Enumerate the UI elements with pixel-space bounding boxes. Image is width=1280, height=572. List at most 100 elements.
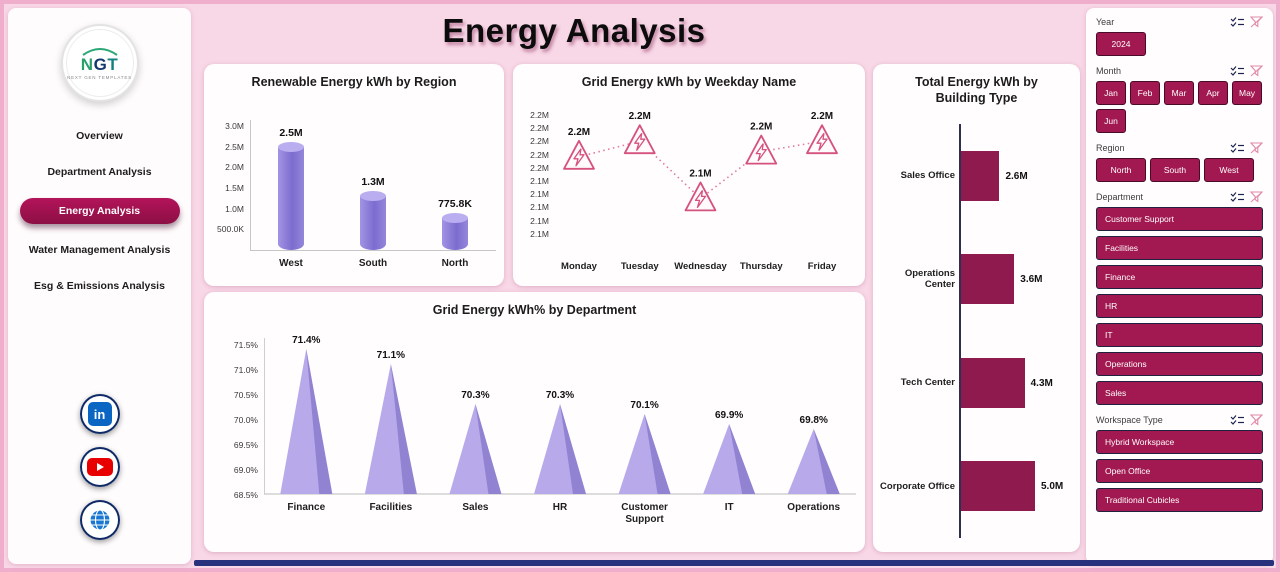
department-energy-card: Grid Energy kWh% by Department 71.5% 71.0… (204, 292, 865, 552)
x-axis-label: Monday (561, 261, 597, 272)
youtube-glyph (86, 458, 113, 476)
youtube-icon[interactable] (79, 447, 120, 487)
lightning-bolt-icon (634, 132, 646, 151)
energy-marker-icon[interactable] (806, 124, 838, 155)
clear-filter-icon[interactable] (1250, 16, 1263, 28)
bar-tech-center[interactable] (961, 357, 1025, 408)
y-axis-label: Operations Center (904, 267, 955, 291)
y-axis-tick: 2.1M (530, 176, 549, 186)
lightning-bolt-icon (816, 132, 828, 151)
sidebar-item-water-management-analysis[interactable]: Water Management Analysis (28, 244, 171, 256)
checklist-icon[interactable] (1230, 16, 1245, 28)
x-axis-label: Friday (807, 261, 837, 272)
filter-option-2024[interactable]: 2024 (1096, 32, 1146, 56)
filter-option-customer-support[interactable]: Customer Support (1096, 207, 1263, 231)
clear-filter-icon[interactable] (1250, 414, 1263, 426)
sidebar-item-esg-emissions-analysis[interactable]: Esg & Emissions Analysis (34, 280, 165, 292)
data-label: 5.0M (1041, 481, 1064, 493)
sidebar-item-overview[interactable]: Overview (76, 130, 123, 142)
lightning-bolt-icon (755, 143, 767, 162)
energy-marker-icon[interactable] (623, 124, 656, 155)
filter-option-hr[interactable]: HR (1096, 294, 1263, 318)
data-label: 69.8% (800, 415, 828, 426)
data-label: 3.6M (1020, 274, 1043, 286)
y-axis-tick: 71.5% (233, 340, 258, 350)
bottom-accent-strip (194, 560, 1274, 566)
filter-header: Year (1096, 16, 1263, 28)
chart-title-department: Grid Energy kWh% by Department (432, 303, 637, 317)
checklist-icon[interactable] (1230, 414, 1245, 426)
filter-option-south[interactable]: South (1150, 158, 1200, 182)
linkedin-glyph: in (87, 402, 112, 426)
checklist-icon[interactable] (1230, 191, 1245, 203)
clear-filter-icon[interactable] (1250, 65, 1263, 77)
checklist-icon[interactable] (1230, 142, 1245, 154)
filter-option-facilities[interactable]: Facilities (1096, 236, 1263, 260)
energy-marker-icon[interactable] (563, 139, 595, 170)
pyramid-shade (390, 364, 417, 494)
data-label: 1.3M (361, 176, 385, 189)
filter-option-north[interactable]: North (1096, 158, 1146, 182)
filter-panel-sections: Year 2024 Month Jan Feb Mar Apr May Jun Region Nor… (1096, 16, 1263, 512)
lightning-bolt-icon (694, 190, 707, 209)
bar-operations-center[interactable] (961, 254, 1015, 305)
y-axis-label: Tech Center (900, 377, 955, 389)
bar-corporate-office[interactable] (961, 461, 1035, 512)
pyramid-shade (475, 404, 502, 494)
filter-option-sales[interactable]: Sales (1096, 381, 1263, 405)
x-axis-label: Customer Support (621, 502, 668, 525)
filter-header: Region (1096, 142, 1263, 154)
filter-option-finance[interactable]: Finance (1096, 265, 1263, 289)
filter-option-operations[interactable]: Operations (1096, 352, 1263, 376)
y-axis-tick: 71.0% (233, 365, 258, 375)
y-axis-label: Sales Office (900, 170, 955, 182)
y-axis-tick: 2.0M (225, 162, 244, 173)
filter-option-west[interactable]: West (1204, 158, 1254, 182)
y-axis-tick: 69.5% (233, 440, 258, 450)
sidebar-item-energy-analysis[interactable]: Energy Analysis (19, 198, 180, 224)
x-axis-label: West (279, 258, 303, 269)
filter-header: Department (1096, 191, 1263, 203)
bar-south[interactable] (360, 191, 386, 250)
pyramid-shade (644, 414, 671, 494)
checklist-icon[interactable] (1230, 65, 1245, 77)
clear-filter-icon[interactable] (1250, 191, 1263, 203)
data-label: 2.2M (568, 127, 590, 138)
x-axis-label: South (358, 258, 388, 269)
data-label: 4.3M (1030, 377, 1053, 389)
bar-north[interactable] (442, 212, 468, 250)
data-label: 2.6M (1005, 170, 1028, 182)
sidebar-item-department-analysis[interactable]: Department Analysis (47, 166, 152, 178)
y-axis-tick: 500.0K (217, 224, 244, 235)
data-label: 70.1% (630, 400, 658, 411)
bar-sales-office[interactable] (961, 150, 1000, 201)
y-axis-tick: 3.0M (225, 121, 244, 131)
y-axis-line (959, 124, 961, 538)
linkedin-icon[interactable]: in (79, 394, 120, 434)
filter-option-jun[interactable]: Jun (1096, 109, 1126, 133)
filter-option-traditional-cubicles[interactable]: Traditional Cubicles (1096, 488, 1263, 512)
chart-title-weekday: Grid Energy kWh by Weekday Name (581, 75, 797, 89)
filter-section-department: Department Customer Support Facilities Fina… (1096, 191, 1263, 405)
filter-label: Month (1096, 66, 1122, 76)
filter-option-apr[interactable]: Apr (1198, 81, 1228, 105)
data-label: 70.3% (546, 390, 574, 401)
filter-option-may[interactable]: May (1232, 81, 1263, 105)
filter-option-hybrid-workspace[interactable]: Hybrid Workspace (1096, 430, 1263, 454)
filter-label: Year (1096, 17, 1115, 27)
globe-icon[interactable] (79, 500, 120, 540)
filter-option-it[interactable]: IT (1096, 323, 1263, 347)
pyramid-shade (729, 424, 756, 494)
clear-filter-icon[interactable] (1250, 142, 1263, 154)
filter-label: Department (1096, 192, 1144, 202)
data-label: 2.1M (689, 168, 711, 179)
filter-option-feb[interactable]: Feb (1130, 81, 1160, 105)
x-axis-label: Finance (287, 502, 326, 513)
filter-option-open-office[interactable]: Open Office (1096, 459, 1263, 483)
bar-west[interactable] (278, 141, 304, 250)
filter-option-mar[interactable]: Mar (1164, 81, 1194, 105)
energy-marker-icon[interactable] (684, 181, 717, 212)
energy-marker-icon[interactable] (745, 134, 778, 165)
filter-option-jan[interactable]: Jan (1096, 81, 1126, 105)
globe-glyph (88, 509, 111, 531)
